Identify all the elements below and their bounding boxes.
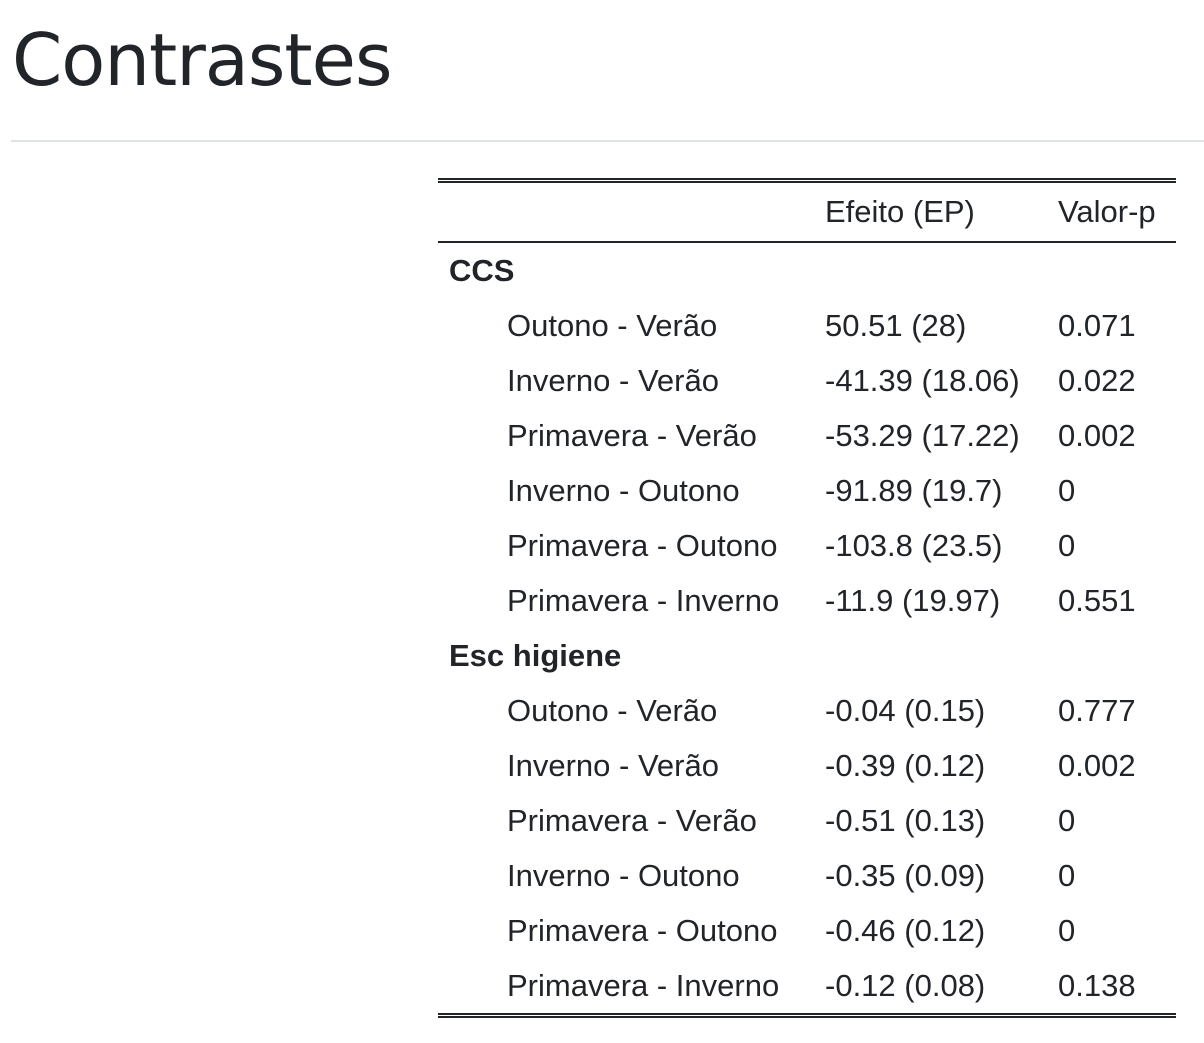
p-value-cell: 0.777 xyxy=(1058,693,1136,728)
contrast-cell: Primavera - Outono xyxy=(507,528,778,563)
p-value-cell: 0.138 xyxy=(1058,968,1136,1003)
header-effect: Efeito (EP) xyxy=(825,180,1058,243)
p-value-cell: 0.071 xyxy=(1058,308,1136,343)
page-title: Contrastes xyxy=(12,18,392,102)
contrast-cell: Inverno - Outono xyxy=(507,473,740,508)
contrast-cell: Primavera - Verão xyxy=(507,803,757,838)
p-value-cell: 0.022 xyxy=(1058,363,1136,398)
table-row: Primavera - Outono -0.46 (0.12) 0 xyxy=(438,903,1176,958)
p-value-cell: 0 xyxy=(1058,473,1076,508)
p-value-cell: 0.002 xyxy=(1058,748,1136,783)
contrast-cell: Primavera - Outono xyxy=(507,913,778,948)
effect-cell: -11.9 (19.97) xyxy=(825,583,1001,618)
table-row: Inverno - Outono -91.89 (19.7) 0 xyxy=(438,463,1176,518)
contrast-cell: Inverno - Verão xyxy=(507,363,719,398)
group-row: Esc higiene xyxy=(438,628,1176,683)
table-row: Primavera - Inverno -11.9 (19.97) 0.551 xyxy=(438,573,1176,628)
table-row: Outono - Verão -0.04 (0.15) 0.777 xyxy=(438,683,1176,738)
table-row: Primavera - Inverno -0.12 (0.08) 0.138 xyxy=(438,958,1176,1016)
contrasts-table-container: Efeito (EP) Valor-p CCS Outono - Verão 50.… xyxy=(438,178,1176,1018)
contrast-cell: Inverno - Verão xyxy=(507,748,719,783)
header-contrast xyxy=(438,180,825,243)
p-value-cell: 0.002 xyxy=(1058,418,1136,453)
effect-cell: 50.51 (28) xyxy=(825,308,967,343)
effect-cell: -53.29 (17.22) xyxy=(825,418,1020,453)
table-row: Outono - Verão 50.51 (28) 0.071 xyxy=(438,298,1176,353)
title-divider xyxy=(11,140,1204,142)
group-label: Esc higiene xyxy=(449,638,622,673)
contrast-cell: Primavera - Inverno xyxy=(507,968,780,1003)
group-label: CCS xyxy=(449,253,515,288)
effect-cell: -0.51 (0.13) xyxy=(825,803,986,838)
effect-cell: -41.39 (18.06) xyxy=(825,363,1020,398)
contrast-cell: Outono - Verão xyxy=(507,308,718,343)
table-row: Primavera - Outono -103.8 (23.5) 0 xyxy=(438,518,1176,573)
contrast-cell: Primavera - Inverno xyxy=(507,583,780,618)
table-row: Inverno - Verão -41.39 (18.06) 0.022 xyxy=(438,353,1176,408)
table-header-row: Efeito (EP) Valor-p xyxy=(438,180,1176,243)
p-value-cell: 0 xyxy=(1058,803,1076,838)
contrasts-table: Efeito (EP) Valor-p CCS Outono - Verão 50.… xyxy=(438,178,1176,1018)
contrast-cell: Primavera - Verão xyxy=(507,418,757,453)
p-value-cell: 0 xyxy=(1058,528,1076,563)
p-value-cell: 0 xyxy=(1058,858,1076,893)
group-row: CCS xyxy=(438,242,1176,298)
effect-cell: -103.8 (23.5) xyxy=(825,528,1003,563)
table-row: Primavera - Verão -53.29 (17.22) 0.002 xyxy=(438,408,1176,463)
p-value-cell: 0 xyxy=(1058,913,1076,948)
table-row: Inverno - Verão -0.39 (0.12) 0.002 xyxy=(438,738,1176,793)
effect-cell: -91.89 (19.7) xyxy=(825,473,1003,508)
contrast-cell: Inverno - Outono xyxy=(507,858,740,893)
table-row: Primavera - Verão -0.51 (0.13) 0 xyxy=(438,793,1176,848)
effect-cell: -0.04 (0.15) xyxy=(825,693,986,728)
table-row: Inverno - Outono -0.35 (0.09) 0 xyxy=(438,848,1176,903)
effect-cell: -0.12 (0.08) xyxy=(825,968,986,1003)
effect-cell: -0.35 (0.09) xyxy=(825,858,986,893)
contrast-cell: Outono - Verão xyxy=(507,693,718,728)
header-p-value: Valor-p xyxy=(1058,180,1176,243)
effect-cell: -0.39 (0.12) xyxy=(825,748,986,783)
p-value-cell: 0.551 xyxy=(1058,583,1136,618)
table-body: CCS Outono - Verão 50.51 (28) 0.071 Inverno … xyxy=(438,242,1176,1016)
effect-cell: -0.46 (0.12) xyxy=(825,913,986,948)
